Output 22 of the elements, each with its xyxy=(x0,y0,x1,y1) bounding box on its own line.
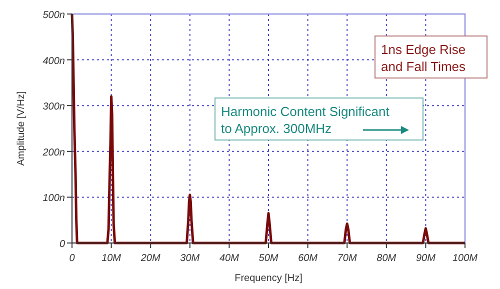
y-tick-label: 100n xyxy=(42,193,66,204)
y-tick-label: 400n xyxy=(42,56,66,67)
y-tick-label: 300n xyxy=(42,102,66,113)
x-tick-label: 50M xyxy=(258,253,279,264)
y-tick-label: 500n xyxy=(42,10,66,21)
x-tick-label: 100M xyxy=(452,253,478,264)
x-tick-label: 30M xyxy=(180,253,200,264)
x-tick-label: 80M xyxy=(376,253,397,264)
x-tick-label: 20M xyxy=(140,253,161,264)
y-axis-title: Amplitude [V/Hz] xyxy=(16,91,27,166)
x-tick-label: 10M xyxy=(102,253,122,264)
line-series xyxy=(70,12,466,244)
x-tick-label: 90M xyxy=(416,253,436,264)
y-tick-label: 200n xyxy=(42,147,66,158)
annotation: 1ns Edge Rise and Fall Times xyxy=(381,42,466,74)
y-tick-label: 0 xyxy=(59,239,66,250)
x-tick-label: 70M xyxy=(337,253,358,264)
annotation: Harmonic Content Significant to Approx. 300MHz xyxy=(221,104,390,136)
x-axis-title: Frequency [Hz] xyxy=(234,273,303,284)
x-tick-label: 60M xyxy=(298,253,318,264)
x-tick-label: 40M xyxy=(219,253,240,264)
x-tick-label: 0 xyxy=(69,253,76,264)
